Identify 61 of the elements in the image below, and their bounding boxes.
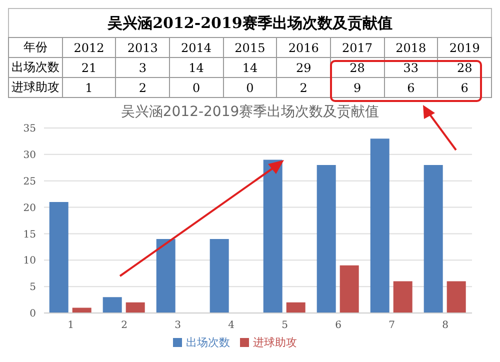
x-tick-label: 1 — [68, 320, 74, 332]
bar — [286, 302, 306, 313]
text: 2012 — [62, 38, 116, 58]
text: 年份 — [8, 38, 62, 58]
y-tick-label: 15 — [23, 229, 36, 240]
data-label: 2 — [116, 78, 170, 98]
y-tick-label: 0 — [30, 308, 36, 320]
y-tick-label: 20 — [23, 202, 36, 214]
data-label: 28 — [438, 58, 492, 78]
data-label: 6 — [384, 78, 438, 98]
text: 出场次数 — [11, 60, 60, 74]
data-label: 14 — [223, 58, 277, 78]
text: 2013 — [116, 38, 170, 58]
text: 2019 — [438, 38, 492, 58]
x-tick-label: 3 — [174, 320, 181, 332]
chart-title: 吴兴涵2012-2019赛季出场次数及贡献值 — [8, 8, 492, 37]
x-tick-label: 4 — [228, 320, 234, 332]
x-tick-label: 7 — [388, 320, 395, 332]
text: 进球助攻 — [11, 80, 60, 94]
chart-subtitle: 吴兴涵2012-2019赛季出场次数及贡献值 — [120, 104, 380, 120]
data-label: 3 — [116, 58, 170, 78]
data-label: 21 — [62, 58, 116, 78]
data-label: 29 — [276, 58, 330, 78]
y-tick-label: 5 — [30, 282, 36, 294]
data-label: 1 — [62, 78, 116, 98]
data-label: 6 — [438, 78, 492, 98]
text: 2014 — [169, 38, 224, 58]
x-tick-label: 8 — [442, 320, 448, 332]
bar — [72, 308, 92, 313]
bar — [340, 265, 359, 313]
data-label: 14 — [169, 58, 224, 78]
legend-label: 出场次数 — [186, 336, 230, 349]
data-label: 0 — [223, 78, 277, 98]
bar — [424, 165, 443, 313]
bar — [446, 281, 466, 313]
data-label: 9 — [330, 78, 384, 98]
data-label: 0 — [169, 78, 224, 98]
y-tick-label: 10 — [23, 256, 36, 267]
bar — [126, 302, 145, 313]
text: 2016 — [276, 38, 330, 58]
data-label: 33 — [384, 58, 438, 78]
data-label: 2 — [276, 78, 330, 98]
text: 2017 — [330, 38, 384, 58]
bar — [49, 202, 68, 313]
y-tick-label: 35 — [23, 124, 36, 135]
text: 2018 — [384, 38, 438, 58]
x-tick-label: 6 — [335, 320, 342, 332]
bar — [316, 165, 336, 313]
y-tick-label: 25 — [23, 176, 36, 188]
bar — [210, 239, 229, 313]
x-tick-label: 5 — [282, 320, 288, 332]
bar — [263, 160, 282, 313]
x-tick-label: 2 — [121, 320, 128, 332]
text: 2015 — [223, 38, 277, 58]
bar — [393, 281, 412, 313]
y-tick-label: 30 — [23, 150, 36, 161]
bar — [102, 297, 122, 313]
bar — [156, 239, 176, 313]
data-label: 28 — [330, 58, 384, 78]
bar — [370, 138, 390, 313]
legend-label: 进球助攻 — [253, 336, 297, 349]
